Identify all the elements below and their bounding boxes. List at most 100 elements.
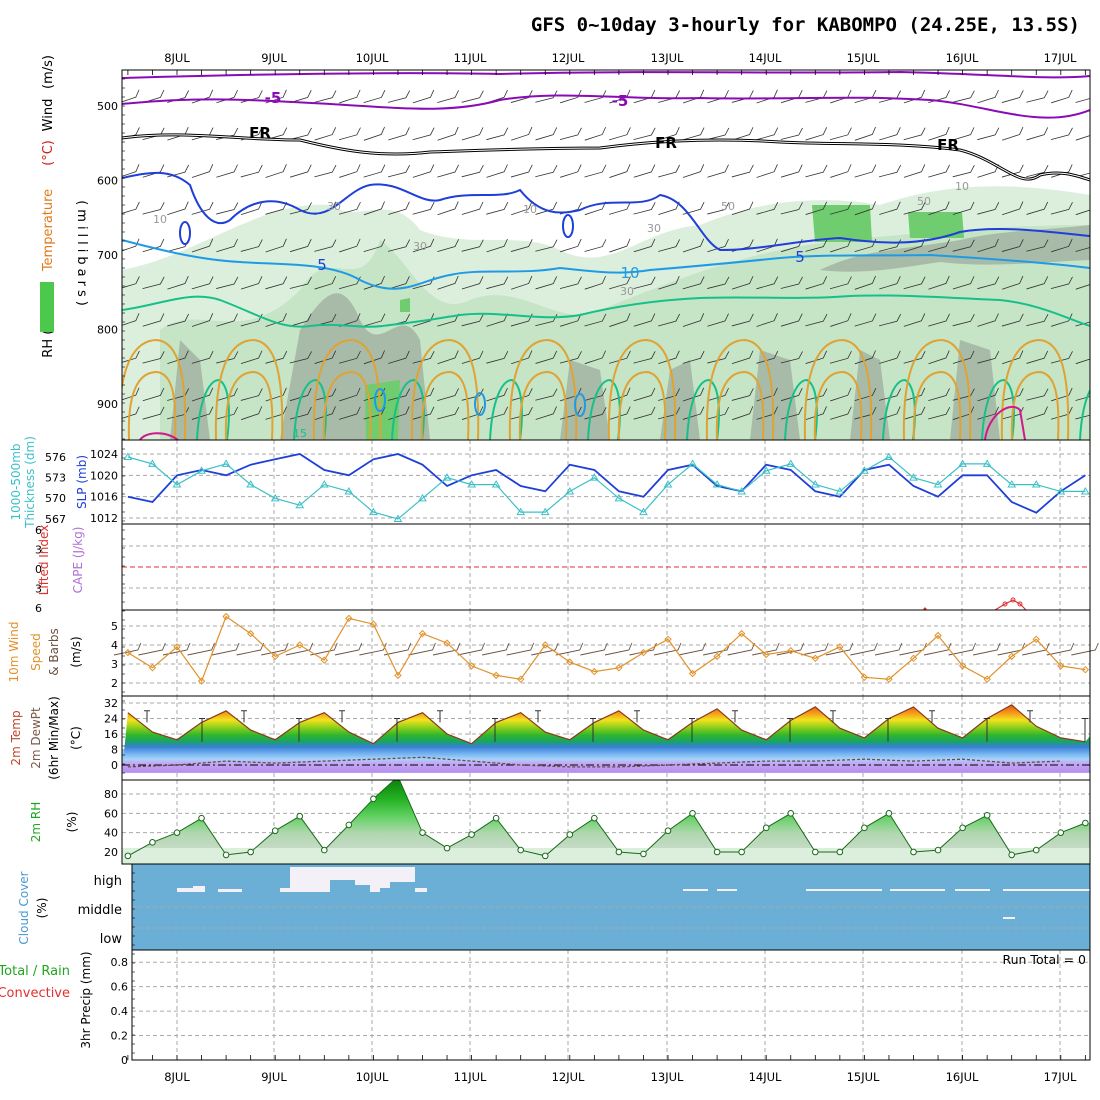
wind-barb [682, 276, 705, 290]
ytick-li: 3 [35, 583, 42, 596]
contour-loop [574, 393, 586, 417]
upper-air-panel: -5 -5 FR FR FR 5 5 10 10 10 10 30 30 30 50 50 30 15 [122, 70, 1090, 440]
wind-barb [559, 276, 582, 290]
contour-20 [214, 338, 284, 440]
cloud-gap [1003, 917, 1015, 919]
rh-marker [566, 831, 574, 838]
ytick-slp: 1012 [90, 512, 118, 525]
wind-barb [363, 239, 386, 253]
wind-barb [363, 164, 386, 178]
wind-barb [1051, 89, 1073, 104]
wind-barb [977, 276, 1000, 290]
wind10-barb [580, 642, 608, 656]
ytick-li: 0 [35, 563, 42, 576]
precip-ylabel-3hr: 3hr Precip (mm) [79, 951, 93, 1048]
contour-surface-green [489, 378, 523, 440]
wind-barb [167, 201, 189, 216]
upper-ylabels: RH (%) Temperature (°C) Wind (m/s) (mill… [40, 55, 89, 358]
wind-barb [805, 406, 827, 421]
wind-barb [658, 164, 681, 178]
temp-ylabel-dewpt: 2m DewPt [29, 707, 43, 769]
rh-marker [222, 851, 230, 859]
wind-barb [122, 89, 140, 104]
wind-barb [216, 387, 238, 402]
wind-barb [756, 350, 779, 364]
wind-barb [584, 164, 607, 178]
wind10-marker [639, 648, 648, 657]
wind-barb [216, 202, 239, 215]
wind-barb [633, 351, 656, 364]
rh-marker [762, 824, 770, 832]
wind-barb [289, 313, 312, 327]
thickness-marker [663, 480, 673, 488]
wind-barb [682, 238, 705, 253]
wind-barb [977, 351, 1000, 364]
wind-barb [903, 276, 926, 290]
wind-barb [412, 127, 435, 141]
wind-barb [805, 201, 828, 215]
thickness-marker [123, 452, 133, 460]
wind-barb [437, 90, 459, 103]
rh-marker [443, 844, 451, 852]
wind-barb [314, 90, 337, 103]
rh-marker [689, 810, 696, 817]
wind-barb [682, 350, 705, 364]
wind-barb [363, 201, 385, 216]
wind10-barb [187, 642, 215, 656]
thickness-marker [958, 459, 967, 467]
contour-label: 10 [620, 264, 639, 282]
wind-barb [461, 239, 484, 252]
thickness-marker [270, 493, 280, 502]
wind-barb [363, 313, 386, 327]
thickness-marker [295, 500, 305, 509]
wind-barb [928, 275, 950, 290]
wind-barb [633, 164, 656, 178]
contour-25 [912, 370, 962, 440]
wind-barb [535, 127, 558, 141]
wind10-marker [345, 614, 353, 623]
wind-barb [830, 406, 852, 420]
wind-barb [461, 127, 484, 141]
wind-barb [829, 201, 852, 215]
chart-title: GFS 0~10day 3-hourly for KABOMPO (24.25E… [531, 14, 1080, 36]
thickness-marker [369, 507, 378, 516]
wind10-barb [555, 642, 584, 656]
wind10-barb [948, 642, 977, 656]
wind-barb [314, 164, 337, 178]
wind-barb [1026, 201, 1049, 215]
wind-barb [1075, 313, 1090, 327]
rh-marker [640, 850, 647, 858]
wind-barb [412, 89, 435, 104]
wind-barb [633, 127, 656, 140]
wind10-marker [271, 652, 279, 661]
wind-barb [707, 238, 729, 253]
wind-barb [977, 202, 1000, 215]
cloud-gap [683, 889, 708, 891]
wind-barb [805, 127, 828, 141]
date-label-top: 14JUL [749, 51, 782, 65]
wind-barb [731, 127, 754, 141]
wind-barb [879, 127, 901, 141]
contour-label: 30 [647, 222, 661, 235]
thickness-line [127, 456, 1086, 520]
li-line [994, 599, 1027, 611]
rh-marker [664, 827, 672, 835]
rh-marker [812, 848, 819, 856]
cloud-ylabel-cover: Cloud Cover [17, 871, 31, 944]
wind-barb [122, 313, 140, 327]
wind-barb [1001, 388, 1024, 401]
date-label-top: 12JUL [552, 51, 585, 65]
wind-barb [1075, 239, 1090, 252]
wind-barb [903, 127, 926, 141]
wind-barb [731, 388, 754, 401]
wind10-barb [457, 642, 486, 656]
rh-marker [861, 824, 868, 832]
thickness-marker [1080, 486, 1090, 495]
wind-barb [289, 276, 312, 289]
slp-thickness-panel [123, 452, 1090, 522]
wind-barb [1075, 164, 1090, 178]
wind-barb [584, 126, 606, 141]
wind-barb [731, 201, 754, 215]
wind-barb [216, 89, 238, 104]
date-label-bottom: 13JUL [651, 1070, 684, 1084]
